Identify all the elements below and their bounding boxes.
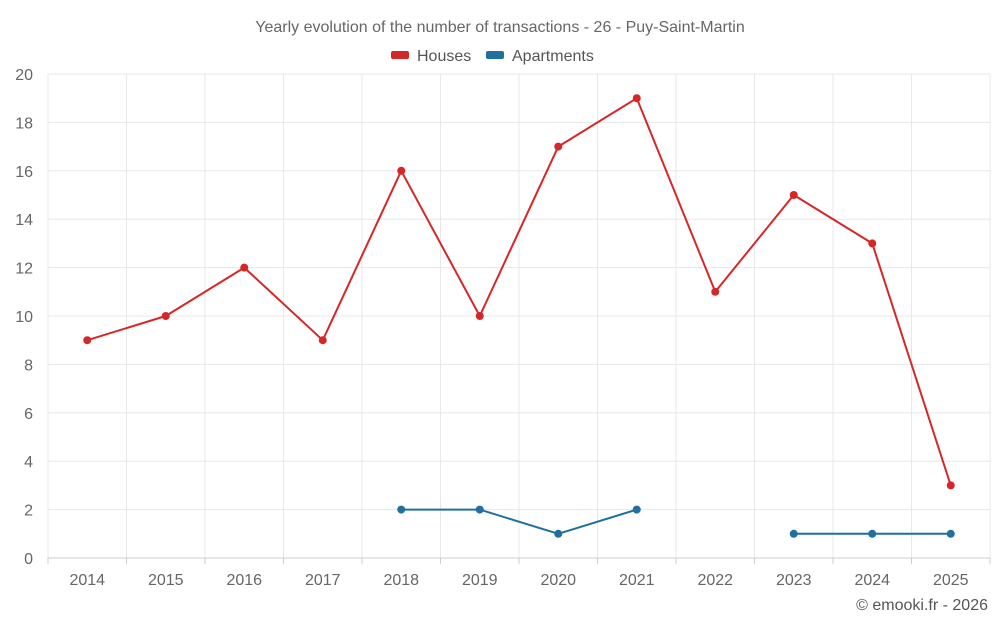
data-point-houses-2016[interactable] — [240, 263, 249, 272]
data-point-apartments-2020[interactable] — [554, 529, 563, 538]
x-tick-label: 2024 — [854, 572, 890, 589]
data-point-houses-2015[interactable] — [161, 312, 170, 320]
series-line-apartments — [401, 508, 638, 535]
data-point-apartments-2021[interactable] — [632, 505, 641, 514]
y-tick-label: 2 — [24, 503, 33, 520]
y-tick-label: 16 — [15, 164, 33, 181]
y-axis-ticks: 0 2 4 6 8 10 12 14 16 18 20 — [15, 67, 33, 568]
y-tick-label: 14 — [15, 212, 33, 229]
series-line-houses — [86, 97, 952, 486]
data-point-apartments-2025[interactable] — [946, 529, 955, 538]
x-axis-ticks: 2014 2015 2016 2017 2018 2019 2020 2021 2022 2023… — [69, 572, 968, 589]
x-tick-label: 2021 — [619, 572, 655, 589]
legend-swatch-apartments — [486, 51, 504, 59]
series-houses — [83, 94, 955, 490]
x-tick-label: 2022 — [697, 572, 733, 589]
y-tick-label: 6 — [24, 406, 33, 423]
data-point-houses-2020[interactable] — [554, 142, 563, 151]
series-apartments — [397, 505, 955, 538]
legend-swatch-houses — [391, 51, 409, 59]
data-point-houses-2014[interactable] — [83, 336, 92, 345]
data-point-apartments-2024[interactable] — [868, 529, 877, 538]
legend-label-houses: Houses — [417, 48, 471, 65]
y-tick-label: 0 — [24, 551, 33, 568]
grid — [47, 73, 991, 558]
legend-item-houses[interactable]: Houses — [391, 48, 471, 65]
x-tick-label: 2017 — [305, 572, 341, 589]
y-tick-label: 4 — [24, 454, 33, 471]
series — [83, 94, 955, 538]
axes — [47, 557, 991, 564]
data-point-houses-2017[interactable] — [318, 336, 327, 345]
data-point-houses-2023[interactable] — [789, 191, 798, 199]
data-point-houses-2022[interactable] — [711, 287, 720, 296]
data-point-apartments-2018[interactable] — [397, 505, 406, 514]
y-tick-label: 20 — [15, 67, 33, 84]
data-point-apartments-2023[interactable] — [789, 529, 798, 538]
data-point-houses-2025[interactable] — [946, 481, 955, 490]
data-point-houses-2021[interactable] — [632, 94, 641, 103]
x-tick-label: 2019 — [462, 572, 498, 589]
x-tick-label: 2020 — [540, 572, 576, 589]
data-point-houses-2024[interactable] — [868, 239, 877, 248]
y-tick-label: 8 — [24, 357, 33, 374]
legend: Houses Apartments — [391, 48, 594, 65]
legend-item-apartments[interactable]: Apartments — [486, 48, 594, 65]
legend-label-apartments: Apartments — [512, 48, 594, 65]
data-point-houses-2019[interactable] — [475, 312, 484, 320]
x-tick-label: 2018 — [383, 572, 419, 589]
chart-title: Yearly evolution of the number of transa… — [255, 19, 744, 36]
data-point-apartments-2019[interactable] — [475, 505, 484, 514]
x-tick-label: 2015 — [148, 572, 184, 589]
x-tick-label: 2016 — [226, 572, 262, 589]
x-tick-label: 2025 — [933, 572, 969, 589]
data-point-houses-2018[interactable] — [397, 166, 406, 175]
x-tick-label: 2014 — [69, 572, 105, 589]
y-tick-label: 12 — [15, 261, 33, 278]
y-tick-label: 10 — [15, 309, 33, 326]
y-tick-label: 18 — [15, 115, 33, 132]
x-tick-label: 2023 — [776, 572, 812, 589]
credit-text: © emooki.fr - 2026 — [856, 597, 988, 614]
